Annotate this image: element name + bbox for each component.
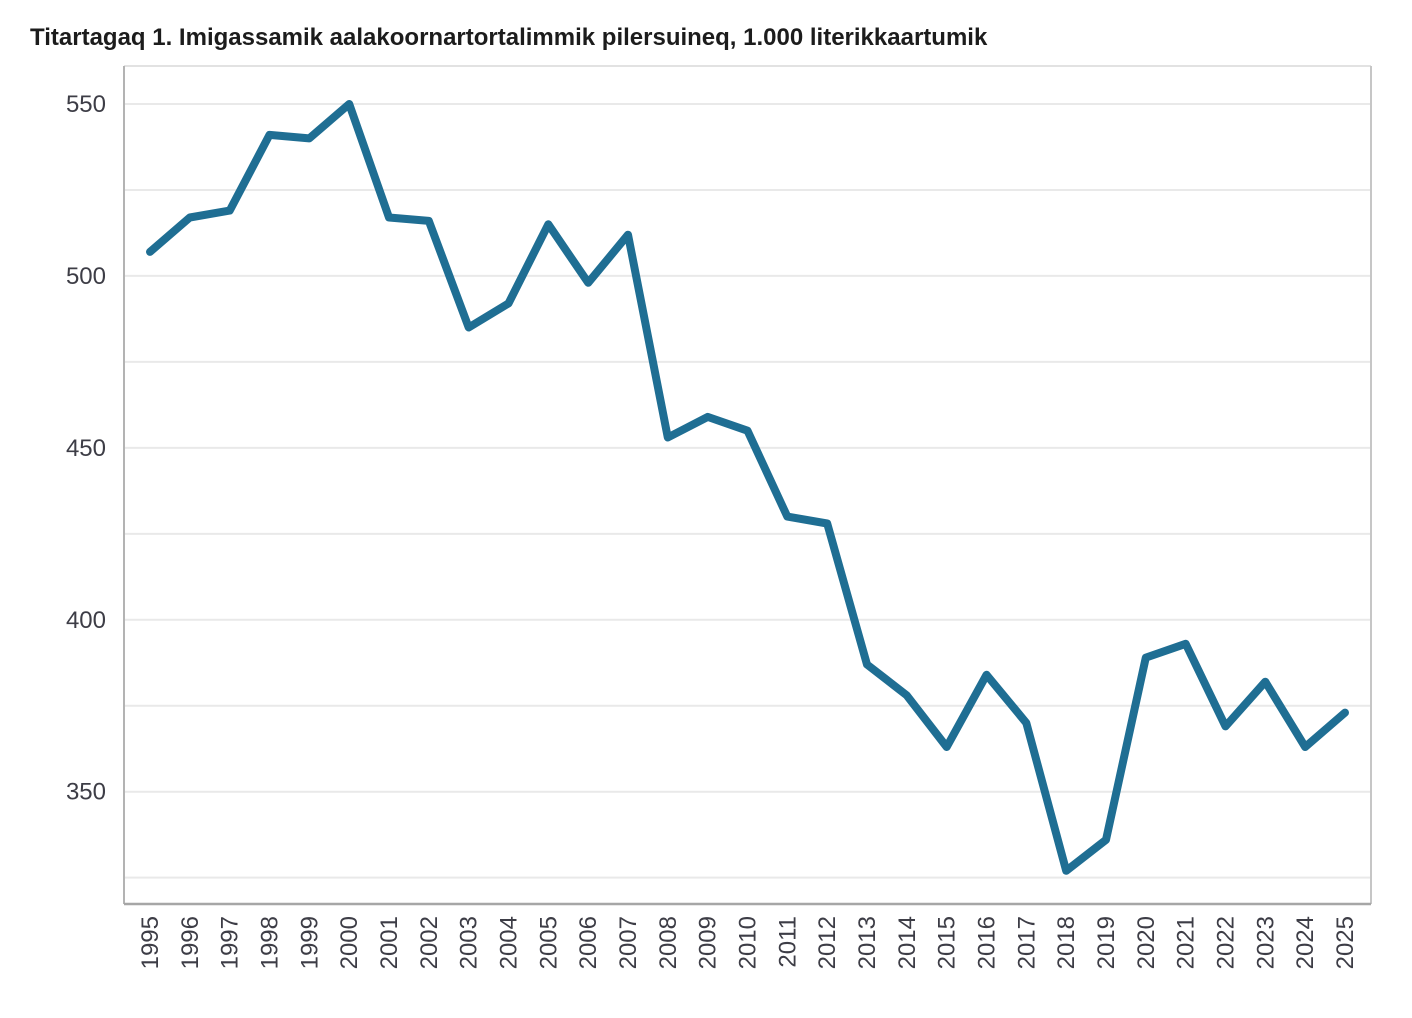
- x-tick-label: 2004: [496, 916, 523, 969]
- x-tick-label: 2019: [1093, 916, 1120, 969]
- gridlines: [125, 103, 1370, 879]
- x-tick-label: 2003: [456, 916, 483, 969]
- x-tick-label: 2015: [934, 916, 961, 969]
- plot-border: [123, 65, 1372, 906]
- y-tick-label: 550: [66, 91, 106, 118]
- y-axis-labels: 350 400 450 500 550: [66, 91, 106, 806]
- x-tick-label: 1996: [177, 916, 204, 969]
- data-series-line: [146, 100, 1349, 875]
- x-axis-labels: 1995 1996 1997 1998 1999 2000 2001 2002 2003 2004…: [137, 916, 1359, 969]
- y-tick-label: 500: [66, 263, 106, 290]
- x-tick-label: 2020: [1133, 916, 1160, 969]
- x-tick-label: 2010: [735, 916, 762, 969]
- y-tick-label: 350: [66, 779, 106, 806]
- x-tick-label: 2006: [575, 916, 602, 969]
- y-tick-label: 450: [66, 435, 106, 462]
- x-tick-label: 2025: [1332, 916, 1359, 969]
- x-tick-label: 2018: [1053, 916, 1080, 969]
- x-tick-label: 2022: [1213, 916, 1240, 969]
- y-tick-label: 400: [66, 607, 106, 634]
- x-tick-label: 2007: [615, 916, 642, 969]
- x-tick-label: 2016: [974, 916, 1001, 969]
- x-tick-label: 2024: [1292, 916, 1319, 969]
- x-tick-label: 2011: [774, 916, 801, 968]
- plot-area: [124, 66, 1371, 904]
- x-tick-label: 2000: [336, 916, 363, 969]
- chart-title: Titartagaq 1. Imigassamik aalakoornartor…: [30, 24, 988, 51]
- x-tick-label: 1998: [257, 916, 284, 969]
- x-tick-label: 2012: [814, 916, 841, 969]
- x-tick-label: 2001: [376, 916, 403, 969]
- x-tick-label: 2009: [695, 916, 722, 969]
- x-tick-label: 2002: [416, 916, 443, 969]
- x-tick-label: 2014: [894, 916, 921, 969]
- x-tick-label: 2023: [1252, 916, 1279, 969]
- x-tick-label: 1997: [217, 916, 244, 969]
- x-tick-label: 1995: [137, 916, 164, 969]
- x-tick-label: 1999: [296, 916, 323, 969]
- x-tick-label: 2008: [655, 916, 682, 969]
- x-tick-label: 2021: [1173, 916, 1200, 969]
- x-tick-label: 2017: [1013, 916, 1040, 969]
- x-tick-label: 2013: [854, 916, 881, 969]
- x-tick-label: 2005: [535, 916, 562, 969]
